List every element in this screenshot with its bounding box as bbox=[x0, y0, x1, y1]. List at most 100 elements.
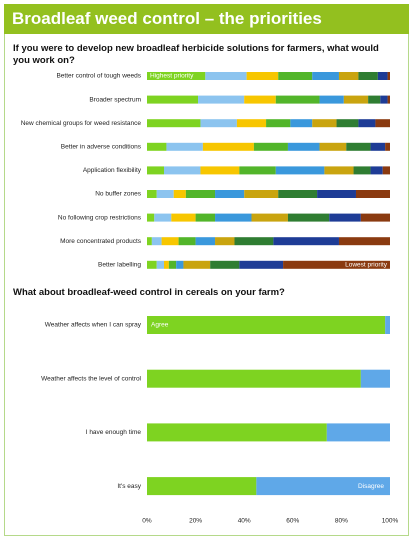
bar-segment bbox=[368, 95, 381, 104]
bar-segment bbox=[382, 166, 390, 175]
bar-segment bbox=[156, 260, 165, 269]
bar-segment bbox=[215, 213, 252, 222]
bar-segment bbox=[239, 166, 276, 175]
bar-segment bbox=[312, 72, 339, 80]
bar-segment bbox=[147, 260, 157, 269]
x-tick-label: 40% bbox=[238, 518, 251, 525]
bar-segment bbox=[329, 213, 361, 222]
bar-segment bbox=[147, 477, 257, 496]
bar-segment bbox=[171, 213, 196, 222]
bar-segment bbox=[178, 237, 196, 246]
bar-segment bbox=[195, 213, 216, 222]
bar-segment bbox=[287, 142, 320, 151]
category-label: I have enough time bbox=[86, 429, 142, 436]
bar-segment bbox=[205, 72, 247, 80]
bar-segment bbox=[200, 166, 240, 175]
bar-segment bbox=[156, 190, 174, 198]
series-label: Disagree bbox=[358, 483, 384, 490]
bar-segment bbox=[355, 190, 390, 198]
category-label: It's easy bbox=[117, 483, 141, 490]
bar-segment bbox=[319, 95, 344, 104]
bar-segment bbox=[154, 213, 172, 222]
bar-segment bbox=[375, 119, 390, 128]
bar-segment bbox=[147, 190, 157, 198]
bar-segment bbox=[338, 72, 359, 80]
bar-segment bbox=[202, 142, 254, 151]
bar-segment bbox=[151, 237, 162, 246]
bar-segment bbox=[147, 95, 199, 104]
bar-segment bbox=[256, 477, 390, 496]
bar-segment bbox=[210, 260, 240, 269]
bar-segment bbox=[283, 260, 390, 269]
x-tick-label: 80% bbox=[335, 518, 348, 525]
annotation: Highest priority bbox=[150, 73, 194, 80]
bar-segment bbox=[377, 72, 388, 80]
bar-segment bbox=[236, 119, 267, 128]
bar-segment bbox=[164, 260, 169, 269]
category-label: Weather affects when I can spray bbox=[45, 322, 142, 329]
bar-segment bbox=[239, 260, 284, 269]
category-label: Better in adverse conditions bbox=[61, 144, 142, 151]
bar-segment bbox=[147, 369, 361, 388]
bar-segment bbox=[168, 260, 177, 269]
bar-segment bbox=[183, 260, 211, 269]
bar-segment bbox=[147, 119, 201, 128]
bar-segment bbox=[195, 237, 216, 246]
bar-segment bbox=[385, 316, 390, 334]
category-label: Better labelling bbox=[98, 262, 141, 269]
bar-segment bbox=[147, 237, 152, 246]
bar-segment bbox=[380, 95, 388, 104]
bar-segment bbox=[166, 142, 203, 151]
bar-segment bbox=[176, 260, 184, 269]
bar-segment bbox=[317, 190, 356, 198]
bar-segment bbox=[338, 237, 390, 246]
bar-segment bbox=[147, 142, 167, 151]
category-label: Weather affects the level of control bbox=[41, 375, 141, 382]
bar-segment bbox=[198, 95, 245, 104]
bar-segment bbox=[147, 166, 165, 175]
bar-segment bbox=[215, 237, 235, 246]
bar-segment bbox=[253, 142, 288, 151]
bar-segment bbox=[244, 190, 279, 198]
bar-segment bbox=[287, 213, 330, 222]
bar-segment bbox=[358, 72, 378, 80]
bar-segment bbox=[324, 166, 354, 175]
category-label: No following crop restrictions bbox=[58, 214, 142, 221]
bar-segment bbox=[147, 423, 327, 442]
x-tick-label: 20% bbox=[189, 518, 202, 525]
x-tick-label: 0% bbox=[142, 518, 152, 525]
x-tick-label: 60% bbox=[286, 518, 299, 525]
bar-segment bbox=[387, 72, 390, 80]
bar-segment bbox=[200, 119, 237, 128]
series-label: Agree bbox=[151, 322, 169, 329]
banner-title: Broadleaf weed control – the priorities bbox=[4, 4, 409, 34]
bar-segment bbox=[147, 213, 155, 222]
bar-segment bbox=[244, 95, 276, 104]
bar-segment bbox=[278, 190, 318, 198]
category-label: More concentrated products bbox=[60, 238, 142, 245]
bar-segment bbox=[161, 237, 179, 246]
bar-segment bbox=[185, 190, 216, 198]
bar-segment bbox=[246, 72, 279, 80]
bar-segment bbox=[319, 142, 347, 151]
bar-segment bbox=[360, 369, 390, 388]
bar-segment bbox=[290, 119, 313, 128]
bar-segment bbox=[346, 142, 371, 151]
bar-segment bbox=[353, 166, 371, 175]
bar-segment bbox=[343, 95, 369, 104]
bar-segment bbox=[266, 119, 291, 128]
bar-segment bbox=[273, 237, 339, 246]
category-label: No buffer zones bbox=[95, 191, 142, 198]
bar-segment bbox=[251, 213, 288, 222]
bar-segment bbox=[312, 119, 337, 128]
bar-segment bbox=[173, 190, 186, 198]
chart-title: What about broadleaf-weed control in cer… bbox=[13, 287, 285, 298]
bar-segment bbox=[326, 423, 390, 442]
bar-segment bbox=[278, 72, 313, 80]
bar-segment bbox=[385, 142, 390, 151]
bar-segment bbox=[147, 72, 206, 80]
bar-segment bbox=[360, 213, 390, 222]
bar-segment bbox=[147, 316, 386, 334]
category-label: Broader spectrum bbox=[89, 96, 141, 103]
